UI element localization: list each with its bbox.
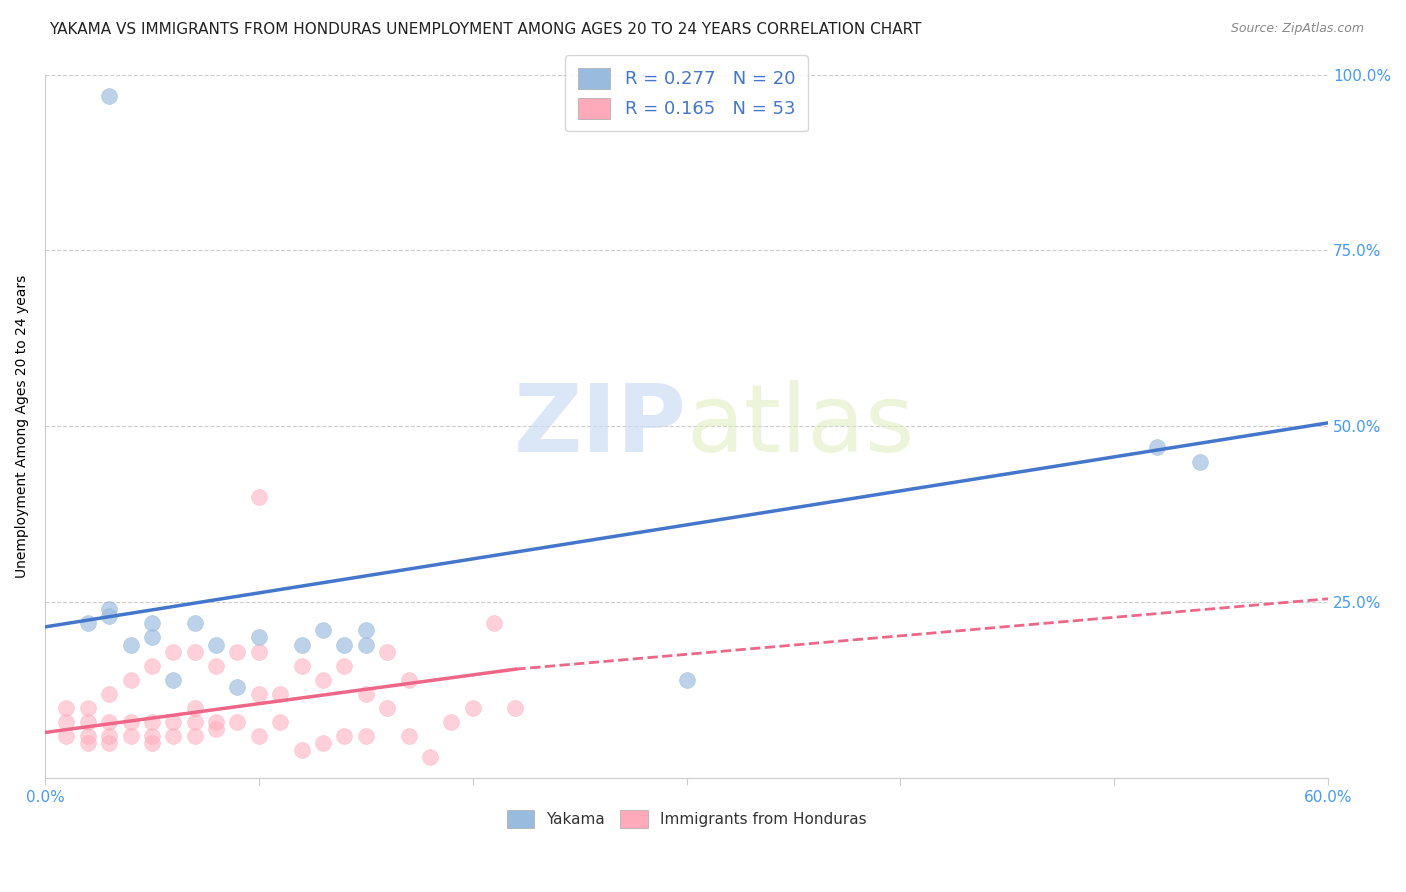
Point <box>354 729 377 743</box>
Legend: Yakama, Immigrants from Honduras: Yakama, Immigrants from Honduras <box>501 804 873 834</box>
Point <box>247 729 270 743</box>
Point <box>162 714 184 729</box>
Point <box>183 701 205 715</box>
Point <box>226 714 249 729</box>
Point <box>162 673 184 687</box>
Point <box>1188 454 1211 468</box>
Point <box>98 602 121 616</box>
Point <box>482 616 505 631</box>
Point <box>398 729 420 743</box>
Point <box>76 701 98 715</box>
Point <box>354 687 377 701</box>
Point <box>354 624 377 638</box>
Point <box>398 673 420 687</box>
Point <box>162 644 184 658</box>
Point <box>247 631 270 645</box>
Point <box>1146 441 1168 455</box>
Point <box>55 729 77 743</box>
Point <box>291 743 314 757</box>
Point <box>247 644 270 658</box>
Point <box>120 714 142 729</box>
Point <box>333 638 356 652</box>
Point <box>205 714 228 729</box>
Point <box>461 701 484 715</box>
Point <box>205 658 228 673</box>
Point <box>183 644 205 658</box>
Point <box>120 673 142 687</box>
Text: atlas: atlas <box>686 380 915 473</box>
Point <box>98 88 121 103</box>
Point <box>98 729 121 743</box>
Point <box>76 714 98 729</box>
Point <box>76 736 98 750</box>
Point <box>205 638 228 652</box>
Point <box>312 736 335 750</box>
Point <box>312 673 335 687</box>
Point <box>183 714 205 729</box>
Point <box>98 609 121 624</box>
Point <box>55 701 77 715</box>
Point <box>55 714 77 729</box>
Point <box>205 722 228 736</box>
Point <box>226 680 249 694</box>
Point <box>183 616 205 631</box>
Point <box>333 729 356 743</box>
Point <box>505 701 527 715</box>
Point <box>120 729 142 743</box>
Text: ZIP: ZIP <box>513 380 686 473</box>
Point <box>333 658 356 673</box>
Point <box>98 714 121 729</box>
Point <box>141 631 163 645</box>
Point <box>141 729 163 743</box>
Point <box>76 729 98 743</box>
Point <box>226 644 249 658</box>
Point <box>375 644 398 658</box>
Point <box>291 658 314 673</box>
Text: Source: ZipAtlas.com: Source: ZipAtlas.com <box>1230 22 1364 36</box>
Point <box>141 616 163 631</box>
Point <box>440 714 463 729</box>
Point <box>120 638 142 652</box>
Point <box>247 687 270 701</box>
Point <box>269 687 291 701</box>
Point <box>141 736 163 750</box>
Point <box>354 638 377 652</box>
Y-axis label: Unemployment Among Ages 20 to 24 years: Unemployment Among Ages 20 to 24 years <box>15 275 30 578</box>
Point <box>98 687 121 701</box>
Point <box>247 490 270 504</box>
Text: YAKAMA VS IMMIGRANTS FROM HONDURAS UNEMPLOYMENT AMONG AGES 20 TO 24 YEARS CORREL: YAKAMA VS IMMIGRANTS FROM HONDURAS UNEMP… <box>49 22 922 37</box>
Point <box>312 624 335 638</box>
Point <box>141 714 163 729</box>
Point <box>675 673 697 687</box>
Point <box>98 736 121 750</box>
Point <box>291 638 314 652</box>
Point <box>183 729 205 743</box>
Point <box>419 750 441 764</box>
Point <box>76 616 98 631</box>
Point <box>162 729 184 743</box>
Point <box>141 658 163 673</box>
Point <box>269 714 291 729</box>
Point <box>375 701 398 715</box>
